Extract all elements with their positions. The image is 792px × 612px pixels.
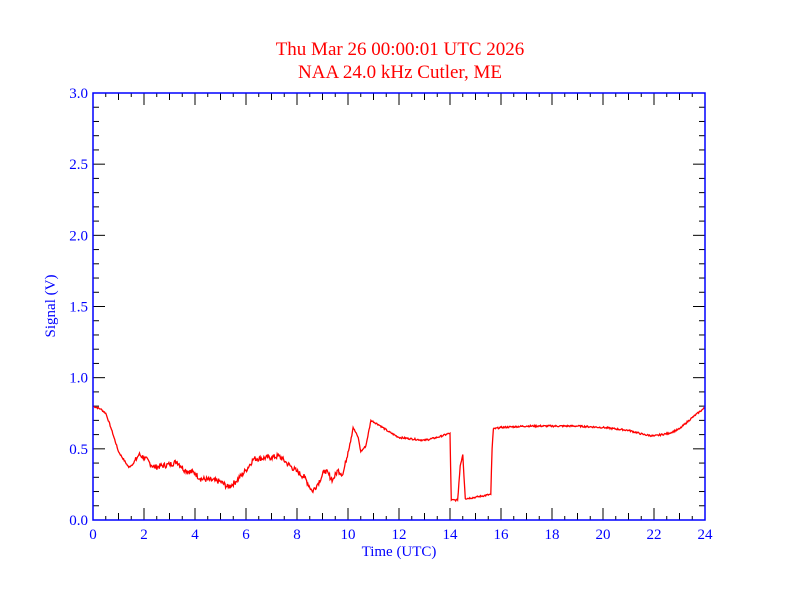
x-tick-label: 6 xyxy=(242,527,250,543)
x-tick-label: 14 xyxy=(443,527,459,543)
x-tick-label: 4 xyxy=(191,527,199,543)
y-tick-label: 0.0 xyxy=(69,513,88,529)
y-tick-label: 2.5 xyxy=(69,157,88,173)
x-tick-label: 10 xyxy=(341,527,356,543)
ticks xyxy=(92,92,706,521)
y-tick-label: 2.0 xyxy=(69,228,88,244)
series-line-naa-signal xyxy=(92,405,706,503)
x-axis-label: Time (UTC) xyxy=(362,544,437,560)
y-tick-label: 1.0 xyxy=(69,371,88,387)
chart-title: Thu Mar 26 00:00:01 UTC 2026 xyxy=(276,39,525,60)
y-tick-label: 0.5 xyxy=(69,442,88,458)
x-tick-label: 2 xyxy=(140,527,148,543)
x-tick-label: 20 xyxy=(596,527,611,543)
y-tick-label: 3.0 xyxy=(69,86,88,102)
x-tick-label: 22 xyxy=(647,527,662,543)
x-tick-label: 12 xyxy=(392,527,407,543)
tick-labels: 0 2 4 6 8 10 12 14 16 18 20 22 240.00.51.01.52.02.53… xyxy=(69,86,713,543)
x-tick-label: 16 xyxy=(494,527,510,543)
plot-frame xyxy=(92,92,706,521)
y-axis-label: Signal (V) xyxy=(43,275,59,338)
y-tick-label: 1.5 xyxy=(69,300,88,316)
x-tick-label: 24 xyxy=(698,527,714,543)
x-tick-label: 18 xyxy=(545,527,560,543)
chart-subtitle: NAA 24.0 kHz Cutler, ME xyxy=(298,62,502,83)
x-tick-label: 8 xyxy=(293,527,301,543)
x-tick-label: 0 xyxy=(89,527,97,543)
